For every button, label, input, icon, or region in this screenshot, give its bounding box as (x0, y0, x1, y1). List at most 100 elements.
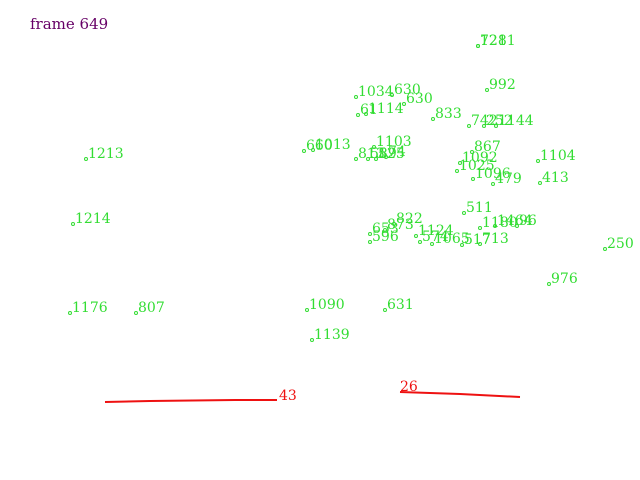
track-point: 630 (390, 82, 421, 98)
track-point: 1114 (364, 101, 404, 117)
trajectory-line (104, 399, 277, 403)
trajectory: 26 (399, 379, 521, 398)
trajectory-line (399, 391, 521, 398)
track-point-label: 833 (435, 106, 462, 122)
track-point-marker (71, 222, 75, 226)
track-point-label: 630 (406, 91, 433, 107)
track-point: 74 (384, 144, 406, 160)
track-point-label: 728 (480, 33, 507, 49)
track-point-marker (431, 117, 435, 121)
track-point: 728 (476, 33, 507, 49)
track-point-label: 630 (394, 82, 421, 98)
track-point-marker (538, 181, 542, 185)
track-point: 833 (431, 106, 462, 122)
track-point-label: 660 (306, 138, 333, 154)
track-point: 96 (515, 213, 537, 229)
track-point-label: 822 (396, 211, 423, 227)
track-point-label: 1213 (88, 146, 124, 162)
track-point-label: 1034 (358, 84, 394, 100)
track-point-marker (478, 226, 482, 230)
track-point-label: 1139 (314, 327, 350, 343)
track-point: 250 (603, 236, 634, 252)
track-point-label: 1180 (482, 215, 518, 231)
track-point-label: 1214 (75, 211, 111, 227)
track-point-marker (430, 242, 434, 246)
track-point-label: 713 (482, 231, 509, 247)
track-point-label: 742 (471, 113, 498, 129)
track-point-marker (460, 243, 464, 247)
track-point-marker (493, 224, 497, 228)
track-point: 1464 (493, 213, 533, 229)
track-point-marker (368, 232, 372, 236)
track-point: 660 (302, 138, 333, 154)
track-point-label: 813 (358, 146, 385, 162)
track-point-label: 1114 (368, 101, 404, 117)
track-point-marker (482, 124, 486, 128)
track-point-marker (603, 247, 607, 251)
track-point-label: 1065 (434, 231, 470, 247)
track-point-marker (84, 157, 88, 161)
track-point-marker (383, 228, 387, 232)
track-point: 822 (392, 211, 423, 227)
track-point-label: 74 (388, 144, 406, 160)
track-point-marker (515, 224, 519, 228)
track-point: 813 (354, 146, 385, 162)
track-point: 1180 (478, 215, 518, 231)
track-point-marker (494, 124, 498, 128)
track-point: 807 (134, 300, 165, 316)
track-point-marker (384, 155, 388, 159)
track-point-marker (414, 234, 418, 238)
track-point-marker (310, 338, 314, 342)
track-point: 252 (482, 113, 513, 129)
track-point-marker (462, 211, 466, 215)
track-point-label: 1144 (498, 113, 534, 129)
track-point-label: 250 (607, 236, 634, 252)
track-point-marker (364, 112, 368, 116)
trajectory-label: 26 (400, 379, 418, 395)
track-point: 631 (383, 297, 414, 313)
track-point-marker (478, 242, 482, 246)
track-point: 1139 (310, 327, 350, 343)
track-point-label: 252 (486, 113, 513, 129)
frame-label: frame 649 (30, 15, 109, 33)
track-point-marker (392, 222, 396, 226)
track-point-marker (547, 282, 551, 286)
track-point-marker (471, 177, 475, 181)
track-point-label: 631 (387, 297, 414, 313)
track-point-marker (354, 95, 358, 99)
track-point-marker (470, 150, 474, 154)
track-point: 976 (547, 271, 578, 287)
track-point: 1104 (536, 148, 576, 164)
track-point: 1013 (311, 137, 351, 153)
track-point-marker (390, 93, 394, 97)
track-point-marker (383, 308, 387, 312)
track-point-marker (536, 159, 540, 163)
track-point-label: 992 (489, 77, 516, 93)
track-point-marker (311, 148, 315, 152)
track-point: 574 (418, 229, 449, 245)
track-point-marker (366, 157, 370, 161)
track-point: 1092 (458, 150, 498, 166)
track-point-marker (476, 44, 480, 48)
track-point: 1025 (455, 158, 495, 174)
track-point: 413 (538, 170, 569, 186)
track-point-marker (68, 311, 72, 315)
track-point: 992 (485, 77, 516, 93)
track-point-marker (368, 240, 372, 244)
track-point-label: 807 (138, 300, 165, 316)
trajectory-label: 43 (279, 388, 297, 404)
track-point: 1034 (354, 84, 394, 100)
track-point: 630 (402, 91, 433, 107)
track-point: 1176 (68, 300, 108, 316)
track-point-marker (455, 169, 459, 173)
track-point-label: 1013 (315, 137, 351, 153)
track-point: 713 (478, 231, 509, 247)
track-point: 1065 (430, 231, 470, 247)
track-point: 479 (491, 171, 522, 187)
track-point-label: 1025 (459, 158, 495, 174)
track-point-label: 1211 (480, 33, 516, 49)
track-point: 1096 (471, 166, 511, 182)
track-point-marker (372, 145, 376, 149)
track-point-label: 1092 (462, 150, 498, 166)
